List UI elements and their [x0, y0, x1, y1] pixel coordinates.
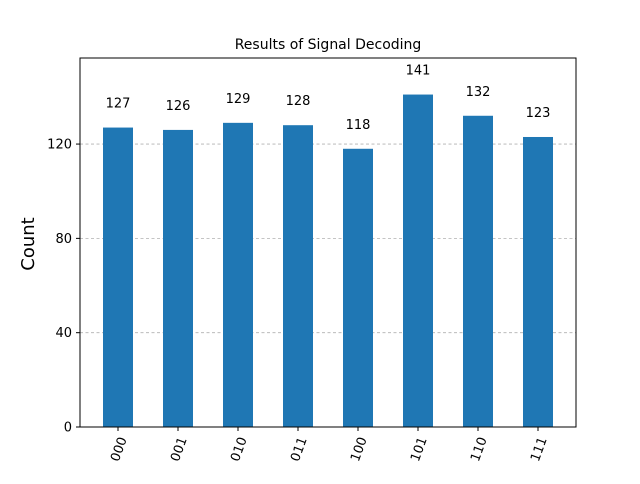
- data-label-110: 132: [466, 85, 491, 100]
- grid-lines: [80, 143, 576, 334]
- bar-000: [103, 127, 133, 427]
- data-label-100: 118: [346, 118, 371, 133]
- chart-title: Results of Signal Decoding: [235, 37, 422, 53]
- y-axis-ticks: 0 40 80 120: [47, 138, 80, 436]
- data-label-011: 128: [286, 94, 311, 109]
- y-tick-label-40: 40: [55, 326, 72, 341]
- data-label-000: 127: [106, 97, 131, 112]
- x-tick-label-110: 110: [468, 435, 491, 463]
- y-tick-label-80: 80: [55, 232, 72, 247]
- x-tick-label-101: 101: [408, 435, 431, 463]
- y-tick-label-0: 0: [64, 421, 72, 436]
- bar-010: [223, 122, 253, 427]
- bar-100: [343, 148, 373, 427]
- y-axis-label: Count: [18, 217, 39, 270]
- bar-011: [283, 125, 313, 427]
- x-tick-label-100: 100: [348, 435, 371, 463]
- y-tick-label-120: 120: [47, 138, 72, 153]
- plot-frame: [79, 57, 577, 428]
- data-label-001: 126: [166, 99, 191, 114]
- data-label-101: 141: [406, 64, 431, 79]
- x-tick-label-000: 000: [108, 435, 131, 463]
- bar-110: [463, 115, 493, 427]
- data-labels: 127 126 129 128 118 141 132 123: [106, 64, 551, 133]
- bar-001: [163, 129, 193, 427]
- x-tick-label-111: 111: [528, 435, 551, 463]
- bar-111: [523, 136, 553, 427]
- bar-101: [403, 94, 433, 427]
- x-tick-label-011: 011: [288, 435, 311, 463]
- x-tick-label-010: 010: [228, 435, 251, 463]
- data-label-010: 129: [226, 92, 251, 107]
- bars: [103, 94, 553, 427]
- x-axis-ticks: 000 001 010 011 100 101 110 111: [108, 427, 551, 464]
- x-tick-label-001: 001: [168, 435, 191, 463]
- data-label-111: 123: [526, 106, 551, 121]
